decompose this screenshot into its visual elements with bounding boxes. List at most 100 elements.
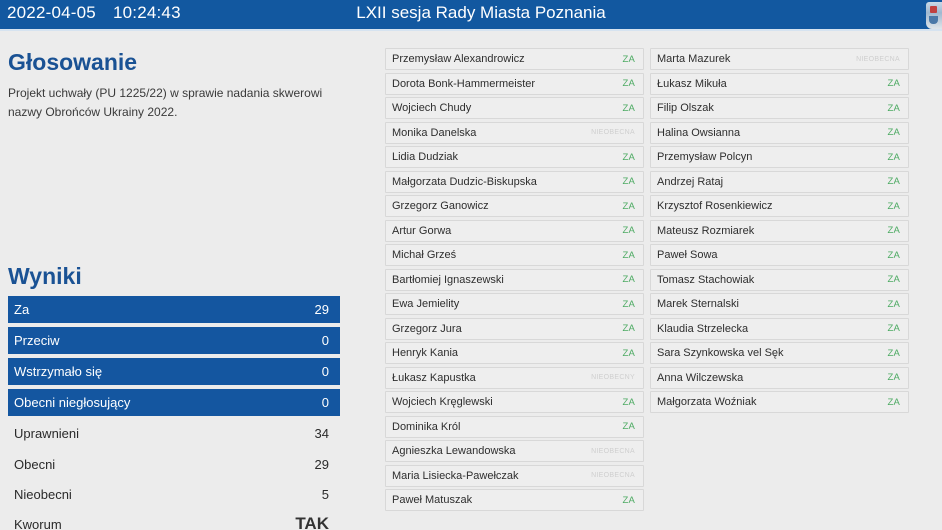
member-vote-status: ZA xyxy=(622,225,635,236)
member-vote-status: ZA xyxy=(887,127,900,138)
stat-value: TAK xyxy=(295,514,329,530)
member-vote-status: ZA xyxy=(887,225,900,236)
result-value: 0 xyxy=(321,364,329,379)
member-row: Wojciech Chudy ZA xyxy=(385,97,644,119)
member-name: Przemysław Alexandrowicz xyxy=(392,53,525,65)
member-vote-status: NIEOBECNY xyxy=(591,374,635,381)
result-for: Za 29 xyxy=(8,296,340,323)
member-name: Halina Owsianna xyxy=(657,126,741,139)
member-vote-status: NIEOBECNA xyxy=(856,55,900,63)
member-vote-status: ZA xyxy=(887,372,900,383)
member-vote-status: ZA xyxy=(622,102,635,114)
session-time: 10:24:43 xyxy=(112,3,181,22)
stat-present: Obecni 29 xyxy=(8,452,340,476)
stat-value: 34 xyxy=(314,425,329,441)
member-vote-status: ZA xyxy=(887,323,900,334)
member-name: Krzysztof Rosenkiewicz xyxy=(657,200,773,212)
member-row: Ewa Jemielity ZA xyxy=(385,293,644,315)
member-row: Marek Sternalski ZA xyxy=(650,293,909,315)
stat-value: 5 xyxy=(321,486,329,502)
result-label: Wstrzymało się xyxy=(14,364,103,379)
member-name: Przemysław Polcyn xyxy=(657,151,753,163)
member-vote-status: ZA xyxy=(887,347,900,359)
member-name: Dorota Bonk-Hammermeister xyxy=(392,77,536,90)
member-name: Łukasz Mikuła xyxy=(657,77,727,90)
member-row: Andrzej Rataj ZA xyxy=(650,170,909,193)
member-vote-status: ZA xyxy=(887,200,900,212)
member-vote-status: ZA xyxy=(622,274,635,285)
member-row: Wojciech Kręglewski ZA xyxy=(385,391,644,413)
member-vote-status: ZA xyxy=(887,176,900,187)
member-row: Dominika Król ZA xyxy=(385,415,644,438)
member-name: Artur Gorwa xyxy=(392,224,452,237)
member-vote-status: ZA xyxy=(622,249,635,261)
member-name: Marta Mazurek xyxy=(657,53,731,65)
member-name: Dominika Król xyxy=(392,420,461,433)
member-vote-status: ZA xyxy=(622,494,635,506)
member-vote-status: ZA xyxy=(622,347,635,359)
member-name: Małgorzata Dudzic-Biskupska xyxy=(392,175,537,188)
session-date: 2022-04-05 xyxy=(7,3,96,22)
member-vote-status: ZA xyxy=(887,151,900,163)
member-vote-status: ZA xyxy=(887,249,900,261)
city-crest-icon xyxy=(926,2,942,29)
member-row: Grzegorz Ganowicz ZA xyxy=(385,195,644,217)
member-row: Monika Danelska NIEOBECNA xyxy=(385,121,644,144)
member-name: Marek Sternalski xyxy=(657,298,739,310)
member-row: Anna Wilczewska ZA xyxy=(650,366,909,389)
member-vote-status: ZA xyxy=(622,200,635,212)
member-row: Przemysław Alexandrowicz ZA xyxy=(385,48,644,70)
member-row: Maria Lisiecka-Pawełczak NIEOBECNA xyxy=(385,464,644,487)
member-name: Paweł Sowa xyxy=(657,249,718,261)
member-row: Henryk Kania ZA xyxy=(385,342,644,364)
member-row: Małgorzata Dudzic-Biskupska ZA xyxy=(385,170,644,193)
member-name: Tomasz Stachowiak xyxy=(657,273,755,286)
member-vote-status: ZA xyxy=(887,78,900,89)
member-name: Filip Olszak xyxy=(657,102,714,114)
member-name: Małgorzata Woźniak xyxy=(657,396,757,408)
voting-heading: Głosowanie xyxy=(8,49,138,75)
stat-label: Obecni xyxy=(14,456,56,472)
stat-label: Uprawnieni xyxy=(14,425,80,441)
member-name: Lidia Dudziak xyxy=(392,151,459,163)
member-name: Monika Danelska xyxy=(392,126,477,139)
member-row: Agnieszka Lewandowska NIEOBECNA xyxy=(385,440,644,462)
member-row: Artur Gorwa ZA xyxy=(385,219,644,242)
member-row: Łukasz Kapustka NIEOBECNY xyxy=(385,366,644,389)
member-row: Halina Owsianna ZA xyxy=(650,121,909,144)
member-vote-status: ZA xyxy=(622,298,635,310)
member-row: Grzegorz Jura ZA xyxy=(385,317,644,340)
member-name: Sara Szynkowska vel Sęk xyxy=(657,347,784,359)
stat-label: Nieobecni xyxy=(14,486,72,502)
result-value: 29 xyxy=(314,302,329,317)
stat-value: 29 xyxy=(314,456,329,472)
member-row: Przemysław Polcyn ZA xyxy=(650,146,909,168)
member-name: Henryk Kania xyxy=(392,347,459,359)
stat-label: Kworum xyxy=(14,516,62,530)
member-row: Filip Olszak ZA xyxy=(650,97,909,119)
member-vote-status: ZA xyxy=(622,176,635,187)
result-abstained: Wstrzymało się 0 xyxy=(8,358,340,385)
member-name: Wojciech Chudy xyxy=(392,102,472,114)
member-name: Andrzej Rataj xyxy=(657,175,724,188)
member-name: Maria Lisiecka-Pawełczak xyxy=(392,469,519,482)
results-heading: Wyniki xyxy=(8,263,82,289)
session-title: LXII sesja Rady Miasta Poznania xyxy=(356,3,606,22)
header-bar: 2022-04-05 10:24:43 LXII sesja Rady Miast… xyxy=(0,0,942,31)
member-vote-status: ZA xyxy=(622,421,635,432)
result-label: Obecni niegłosujący xyxy=(14,395,131,410)
members-column-1: Przemysław Alexandrowicz ZA Dorota Bonk-Ha… xyxy=(385,48,644,514)
member-vote-status: ZA xyxy=(622,323,635,334)
member-row: Klaudia Strzelecka ZA xyxy=(650,317,909,340)
member-row: Paweł Sowa ZA xyxy=(650,244,909,266)
member-vote-status: ZA xyxy=(622,151,635,163)
member-vote-status: ZA xyxy=(887,274,900,285)
member-name: Agnieszka Lewandowska xyxy=(392,445,516,457)
member-name: Mateusz Rozmiarek xyxy=(657,224,755,237)
member-vote-status: ZA xyxy=(887,102,900,114)
result-against: Przeciw 0 xyxy=(8,327,340,354)
member-vote-status: ZA xyxy=(622,396,635,408)
result-present-not-voting: Obecni niegłosujący 0 xyxy=(8,389,340,416)
member-name: Łukasz Kapustka xyxy=(392,371,476,384)
member-name: Bartłomiej Ignaszewski xyxy=(392,273,504,286)
